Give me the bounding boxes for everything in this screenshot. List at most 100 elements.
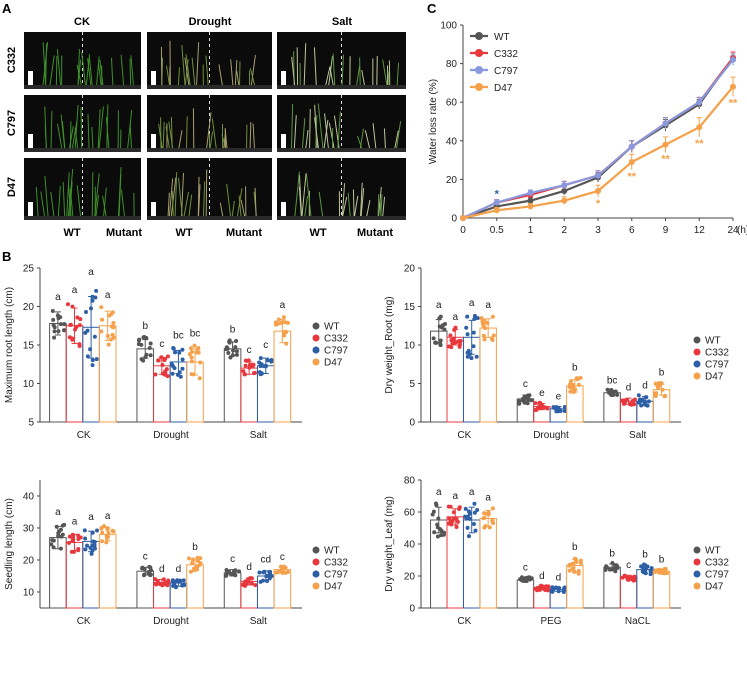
legend-marker xyxy=(693,570,701,578)
seedling-blade xyxy=(184,59,189,88)
replicate-dot xyxy=(89,551,94,556)
significance-letter: a xyxy=(88,267,94,278)
seedling-blade xyxy=(60,114,66,151)
replicate-dot xyxy=(568,379,573,384)
seedling-blade xyxy=(309,108,311,151)
seedling-blade xyxy=(230,59,234,88)
y-axis-label: Dry weight_Root (mg) xyxy=(384,296,395,393)
replicate-dot xyxy=(170,371,175,376)
replicate-dot xyxy=(491,333,496,338)
replicate-dot xyxy=(430,512,435,517)
seedling-blade xyxy=(234,60,238,88)
legend-marker xyxy=(693,546,701,554)
replicate-dot xyxy=(642,401,647,406)
replicate-dot xyxy=(107,313,112,318)
replicate-dot xyxy=(104,536,109,541)
significance-star: ** xyxy=(729,97,738,109)
seedling-blade xyxy=(42,42,49,88)
data-point-d47 xyxy=(527,203,534,210)
significance-letter: b xyxy=(230,324,236,335)
seedling-blade xyxy=(396,62,400,88)
replicate-dot xyxy=(180,347,185,352)
panel-c-letter: C xyxy=(427,1,437,16)
photo-col-label-salt: Salt xyxy=(332,16,353,28)
replicate-dot xyxy=(148,353,153,358)
soil-strip xyxy=(277,148,406,152)
replicate-dot xyxy=(664,571,669,576)
replicate-dot xyxy=(59,534,64,539)
replicate-dot xyxy=(451,510,456,515)
seedling-blade xyxy=(76,64,83,88)
replicate-dot xyxy=(83,536,88,541)
group-label: Salt xyxy=(250,430,267,441)
seedling-blade xyxy=(102,187,107,219)
soil-strip xyxy=(24,148,141,152)
replicate-dot xyxy=(465,332,470,337)
seedling-blade xyxy=(68,126,74,151)
replicate-dot xyxy=(537,401,542,406)
replicate-dot xyxy=(265,358,270,363)
replicate-dot xyxy=(446,504,451,509)
seedling-blade xyxy=(395,121,402,151)
bar-wt xyxy=(223,572,242,609)
significance-letter: d xyxy=(176,564,182,575)
replicate-dot xyxy=(58,322,63,327)
seedling-blade xyxy=(238,195,242,219)
data-point-c797 xyxy=(561,182,568,189)
replicate-dot xyxy=(454,516,459,521)
y-tick-label: 0 xyxy=(451,214,457,225)
replicate-dot xyxy=(52,335,57,340)
replicate-dot xyxy=(147,345,152,350)
significance-letter: a xyxy=(436,300,442,311)
data-point-d47 xyxy=(460,215,466,221)
replicate-dot xyxy=(51,323,56,328)
replicate-dot xyxy=(447,344,452,349)
replicate-dot xyxy=(191,372,196,377)
seedling-blade xyxy=(50,110,53,151)
photo-cell-1-1 xyxy=(147,95,272,152)
legend-marker xyxy=(312,558,320,566)
y-tick-label: 40 xyxy=(446,136,458,147)
replicate-dot xyxy=(155,578,160,583)
replicate-dot xyxy=(62,328,67,333)
replicate-dot xyxy=(94,528,99,533)
legend-marker xyxy=(475,83,483,91)
seedling-blade xyxy=(120,189,126,219)
seedling-blade xyxy=(80,107,83,151)
data-point-d47 xyxy=(696,124,703,131)
replicate-dot xyxy=(458,338,463,343)
replicate-dot xyxy=(70,539,75,544)
seedling-blade xyxy=(118,174,122,219)
soil-strip xyxy=(147,148,272,152)
seedling-blade xyxy=(49,55,55,88)
replicate-dot xyxy=(137,338,142,343)
replicate-dot xyxy=(159,355,164,360)
replicate-dot xyxy=(160,371,165,376)
replicate-dot xyxy=(230,353,235,358)
significance-letter: d xyxy=(539,571,545,582)
replicate-dot xyxy=(172,581,177,586)
panel-b-letter: B xyxy=(2,249,11,264)
seedling-blade xyxy=(347,192,351,219)
seedling-blade xyxy=(377,194,380,219)
significance-letter: bc xyxy=(173,331,184,342)
data-point-c797 xyxy=(730,56,736,63)
replicate-dot xyxy=(224,345,229,350)
replicate-dot xyxy=(517,401,522,406)
replicate-dot xyxy=(471,522,476,527)
seedling-blade xyxy=(168,178,174,219)
replicate-dot xyxy=(454,525,459,530)
legend-marker xyxy=(693,558,701,566)
seedling-blade xyxy=(314,117,320,151)
replicate-dot xyxy=(642,567,647,572)
legend-marker xyxy=(312,334,320,342)
replicate-dot xyxy=(83,547,88,552)
significance-star: ** xyxy=(695,138,704,150)
replicate-dot xyxy=(157,581,162,586)
replicate-dot xyxy=(438,342,443,347)
photo-cell-2-2 xyxy=(277,158,406,220)
replicate-dot xyxy=(471,344,476,349)
replicate-dot xyxy=(448,519,453,524)
replicate-dot xyxy=(188,569,193,574)
